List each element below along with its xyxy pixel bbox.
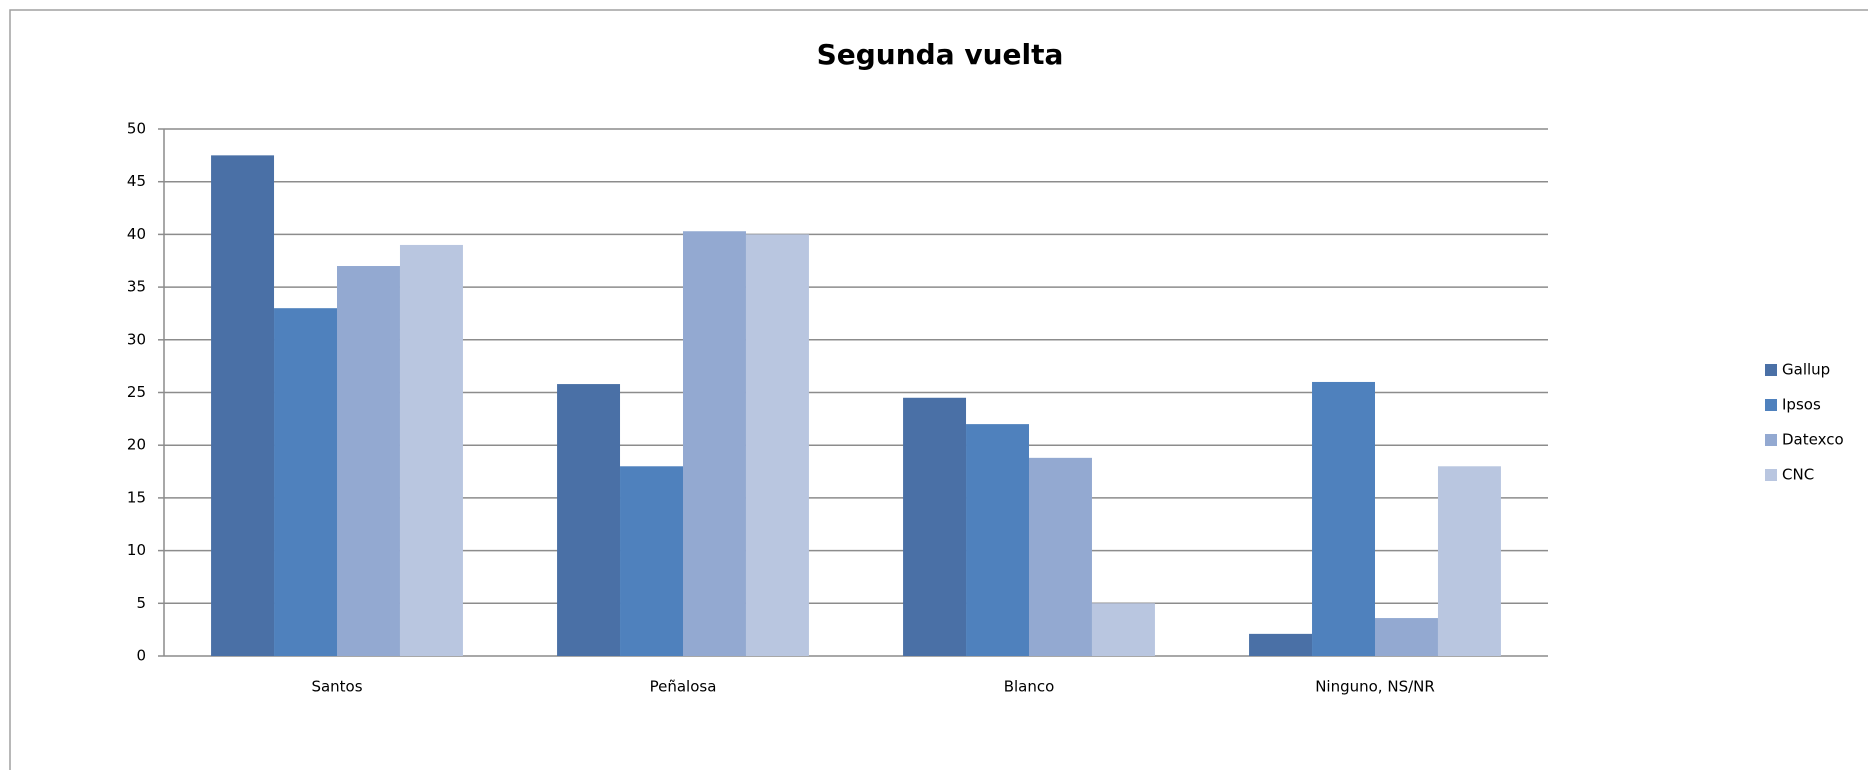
bar — [1375, 618, 1438, 656]
x-tick-label: Santos — [311, 678, 362, 696]
bar — [1249, 633, 1313, 656]
x-tick-label: Ninguno, NS/NR — [1315, 678, 1435, 696]
y-tick-label: 40 — [127, 225, 146, 243]
y-tick-label: 15 — [127, 488, 146, 506]
y-tick-label: 30 — [127, 330, 146, 348]
bar — [399, 244, 463, 656]
legend-swatch — [1765, 469, 1777, 481]
y-tick-label: 50 — [127, 120, 146, 138]
legend-label: Datexco — [1782, 431, 1844, 449]
legend-label: CNC — [1782, 466, 1814, 484]
x-tick-label: Peñalosa — [650, 678, 717, 696]
y-tick-label: 25 — [127, 383, 146, 401]
bar — [1312, 381, 1375, 656]
bar — [211, 155, 275, 656]
chart-title: Segunda vuelta — [817, 38, 1064, 71]
bar — [620, 466, 683, 656]
bar — [274, 308, 337, 656]
y-tick-label: 5 — [136, 594, 146, 612]
legend-swatch — [1765, 434, 1777, 446]
bar — [903, 397, 967, 656]
y-tick-label: 20 — [127, 436, 146, 454]
y-tick-label: 10 — [127, 541, 146, 559]
bar — [745, 234, 809, 656]
bar — [1091, 603, 1155, 656]
y-tick-label: 35 — [127, 278, 146, 296]
legend-swatch — [1765, 364, 1777, 376]
y-tick-label: 45 — [127, 172, 146, 190]
bar — [966, 424, 1029, 656]
bar — [683, 231, 746, 656]
bar — [1437, 466, 1501, 656]
bar — [337, 266, 400, 656]
bar — [1029, 457, 1092, 656]
legend-swatch — [1765, 399, 1777, 411]
bar — [557, 384, 621, 656]
y-tick-label: 0 — [136, 647, 146, 665]
x-tick-label: Blanco — [1004, 678, 1055, 696]
legend-label: Gallup — [1782, 361, 1830, 379]
legend-label: Ipsos — [1782, 396, 1821, 414]
